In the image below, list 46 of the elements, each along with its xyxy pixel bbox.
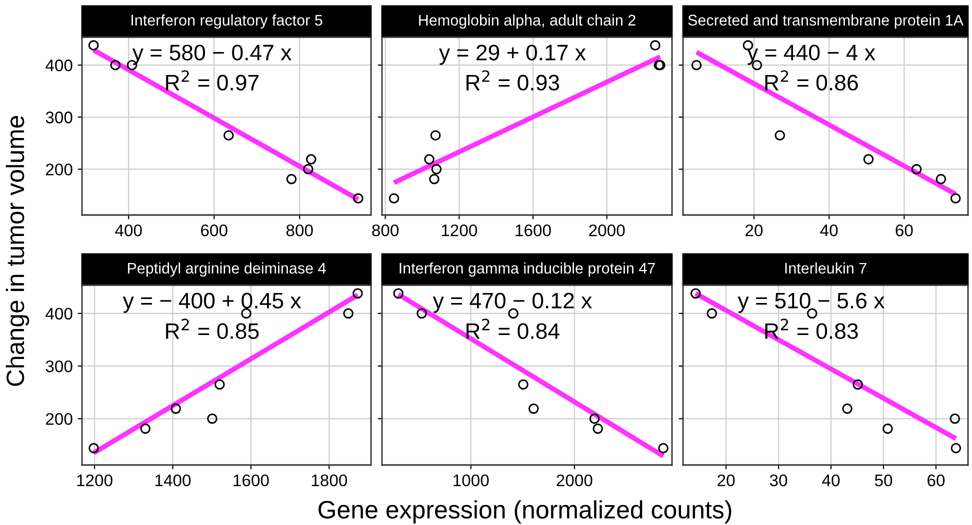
x-tick-label: 1200: [77, 474, 112, 486]
y-axis-title: Change in tumor volume: [6, 116, 30, 386]
x-tick-label: 60: [896, 224, 913, 236]
y-tick-label: 400: [46, 308, 72, 320]
y-tick-label: 200: [46, 164, 72, 176]
y-tick-label: 400: [46, 60, 72, 72]
chart-title: Interleukin 7: [785, 262, 866, 274]
y-tick-label: 200: [46, 413, 72, 425]
annotation: y = − 400 + 0.45 x: [122, 292, 302, 313]
x-tick-label: 800: [372, 224, 399, 236]
x-tick-label: 1200: [442, 224, 478, 236]
annotation: y = 470 − 0.12 x: [432, 292, 592, 313]
x-tick-label: 400: [115, 224, 142, 236]
x-tick-label: 40: [822, 474, 840, 486]
x-tick-label: 50: [874, 474, 892, 486]
chart-title: Peptidyl arginine deiminase 4: [128, 262, 326, 277]
chart-title: Secreted and transmembrane protein 1A: [688, 14, 964, 29]
annotation: R$^{2}$ = 0.97: [166, 70, 258, 91]
annotation: R$^{2}$ = 0.85: [166, 318, 259, 339]
x-tick-label: 800: [286, 224, 313, 236]
x-tick-label: 1400: [155, 474, 191, 486]
annotation: y = 510 − 5.6 x: [738, 292, 885, 313]
x-tick-label: 1000: [454, 474, 489, 486]
annotation: y = 440 − 4 x: [747, 44, 876, 65]
annotation: R$^{2}$ = 0.93: [466, 70, 560, 91]
x-tick-label: 30: [770, 474, 788, 486]
x-tick-label: 60: [928, 474, 945, 486]
x-tick-label: 1800: [312, 474, 348, 486]
x-tick-label: 1600: [234, 474, 269, 486]
x-tick-label: 40: [820, 224, 838, 236]
x-tick-label: 20: [718, 474, 735, 486]
annotation: R$^{2}$ = 0.86: [765, 70, 858, 91]
y-tick-label: 300: [46, 112, 72, 124]
chart-title: Interferon gamma inducible protein 47: [400, 262, 655, 277]
x-tick-label: 2000: [556, 474, 592, 486]
x-tick-label: 600: [201, 224, 228, 236]
x-tick-label: 2000: [589, 224, 625, 236]
annotation: y = 29 + 0.17 x: [439, 44, 586, 65]
x-tick-label: 1600: [516, 224, 551, 236]
annotation: R$^{2}$ = 0.84: [466, 318, 560, 339]
chart-title: Hemoglobin alpha, adult chain 2: [419, 14, 636, 29]
annotation: y = 580 − 0.47 x: [132, 44, 292, 65]
chart-title: Interferon regulatory factor 5: [132, 14, 322, 29]
x-tick-label: 20: [746, 224, 763, 236]
y-tick-label: 300: [46, 360, 72, 372]
x-axis-title: Gene expression (normalized counts): [318, 500, 732, 524]
